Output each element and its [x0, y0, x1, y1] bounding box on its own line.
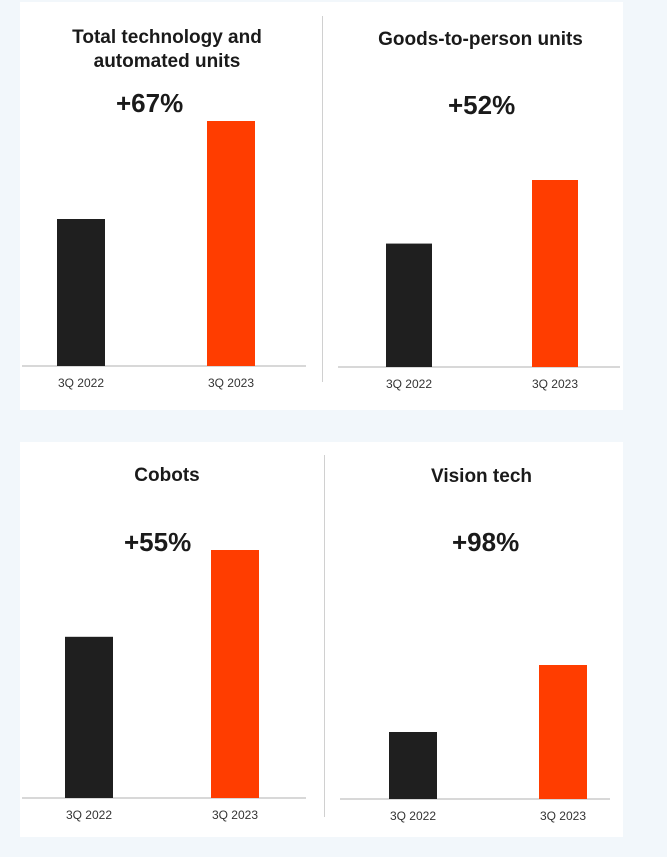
chart-title: Goods-to-person units [378, 29, 583, 50]
chart-panel-goods-to-person: Goods-to-person units +52% 3Q 2022 3Q 202… [338, 26, 623, 396]
change-label: +98% [452, 527, 520, 557]
bottom-divider [324, 455, 325, 817]
bar-3q-2023 [207, 121, 255, 366]
bar-3q-2022 [57, 219, 105, 366]
x-tick-label: 3Q 2023 [540, 809, 586, 823]
x-tick-label: 3Q 2022 [390, 809, 436, 823]
x-tick-label: 3Q 2023 [208, 376, 254, 390]
x-tick-label: 3Q 2023 [532, 377, 578, 391]
chart-panel-vision-tech: Vision tech +98% 3Q 2022 3Q 2023 [340, 464, 623, 834]
chart-title: Cobots [134, 465, 200, 486]
chart-title: Total technology and automated units [72, 27, 262, 72]
top-divider [322, 16, 323, 382]
chart-title: Vision tech [430, 466, 532, 487]
x-tick-label: 3Q 2022 [66, 808, 112, 822]
change-label: +67% [116, 88, 184, 118]
chart-panel-total-technology: Total technology and automated units +67… [22, 26, 312, 396]
bar-3q-2022 [386, 243, 432, 367]
change-label: +55% [124, 527, 192, 557]
bar-3q-2022 [65, 636, 113, 798]
bar-3q-2023 [539, 665, 587, 799]
x-tick-label: 3Q 2022 [58, 376, 104, 390]
bar-3q-2023 [532, 180, 578, 367]
bar-chart: 3Q 2022 3Q 2023 [340, 665, 610, 823]
chart-panel-cobots: Cobots +55% 3Q 2022 3Q 2023 [22, 462, 312, 832]
bar-chart: 3Q 2022 3Q 2023 [22, 121, 306, 390]
top-card [20, 2, 623, 410]
change-label: +52% [448, 90, 516, 120]
bar-chart: 3Q 2022 3Q 2023 [22, 550, 306, 822]
x-tick-label: 3Q 2023 [212, 808, 258, 822]
bar-chart: 3Q 2022 3Q 2023 [338, 180, 620, 391]
bar-3q-2022 [389, 732, 437, 799]
bar-3q-2023 [211, 550, 259, 798]
x-tick-label: 3Q 2022 [386, 377, 432, 391]
bottom-card [20, 442, 623, 837]
